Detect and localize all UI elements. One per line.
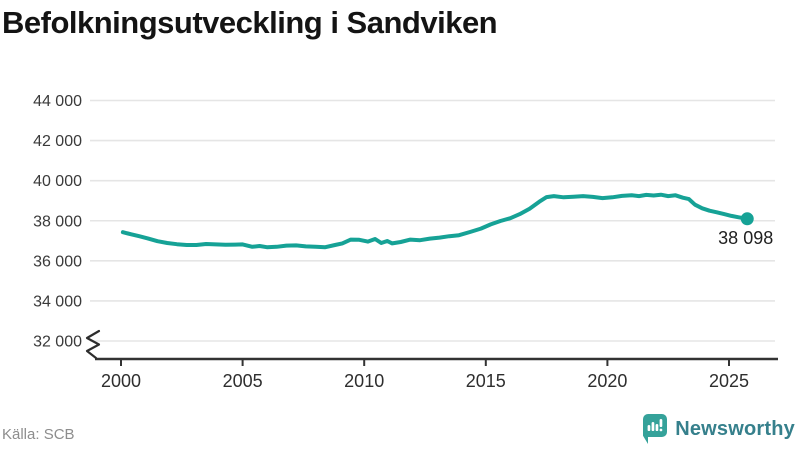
newsworthy-bubble-chart-icon <box>643 414 668 444</box>
x-tick-label: 2000 <box>101 371 141 391</box>
y-tick-label: 40 000 <box>33 173 82 190</box>
y-axis-labels: 32 000 34 000 36 000 38 000 40 000 42 000 44 0… <box>33 93 82 351</box>
chart-title: Befolkningsutveckling i Sandviken <box>2 5 498 40</box>
y-tick-label: 36 000 <box>33 253 82 270</box>
x-tick-label: 2010 <box>344 371 384 391</box>
population-line-chart: 32 000 34 000 36 000 38 000 40 000 42 000 44 0… <box>33 93 778 391</box>
y-tick-label: 34 000 <box>33 293 82 310</box>
y-tick-label: 44 000 <box>33 93 82 110</box>
y-tick-label: 38 000 <box>33 213 82 230</box>
y-gridlines <box>90 99 775 342</box>
brand-name: Newsworthy <box>675 418 795 440</box>
source-note: Källa: SCB <box>2 426 75 443</box>
latest-value-dot <box>740 212 754 226</box>
population-line <box>120 192 750 250</box>
x-tick-label: 2015 <box>466 371 506 391</box>
brand-logo: Newsworthy <box>643 414 795 445</box>
y-tick-label: 42 000 <box>33 133 82 150</box>
y-tick-label: 32 000 <box>33 334 82 351</box>
x-axis-ticks <box>120 359 730 366</box>
x-tick-label: 2020 <box>587 371 627 391</box>
axis-break-icon <box>85 329 101 360</box>
x-tick-label: 2025 <box>709 371 749 391</box>
x-tick-label: 2005 <box>223 371 263 391</box>
x-axis-labels: 2000 2005 2010 2015 2020 2025 <box>101 371 749 391</box>
latest-value-label: 38 098 <box>718 228 773 248</box>
